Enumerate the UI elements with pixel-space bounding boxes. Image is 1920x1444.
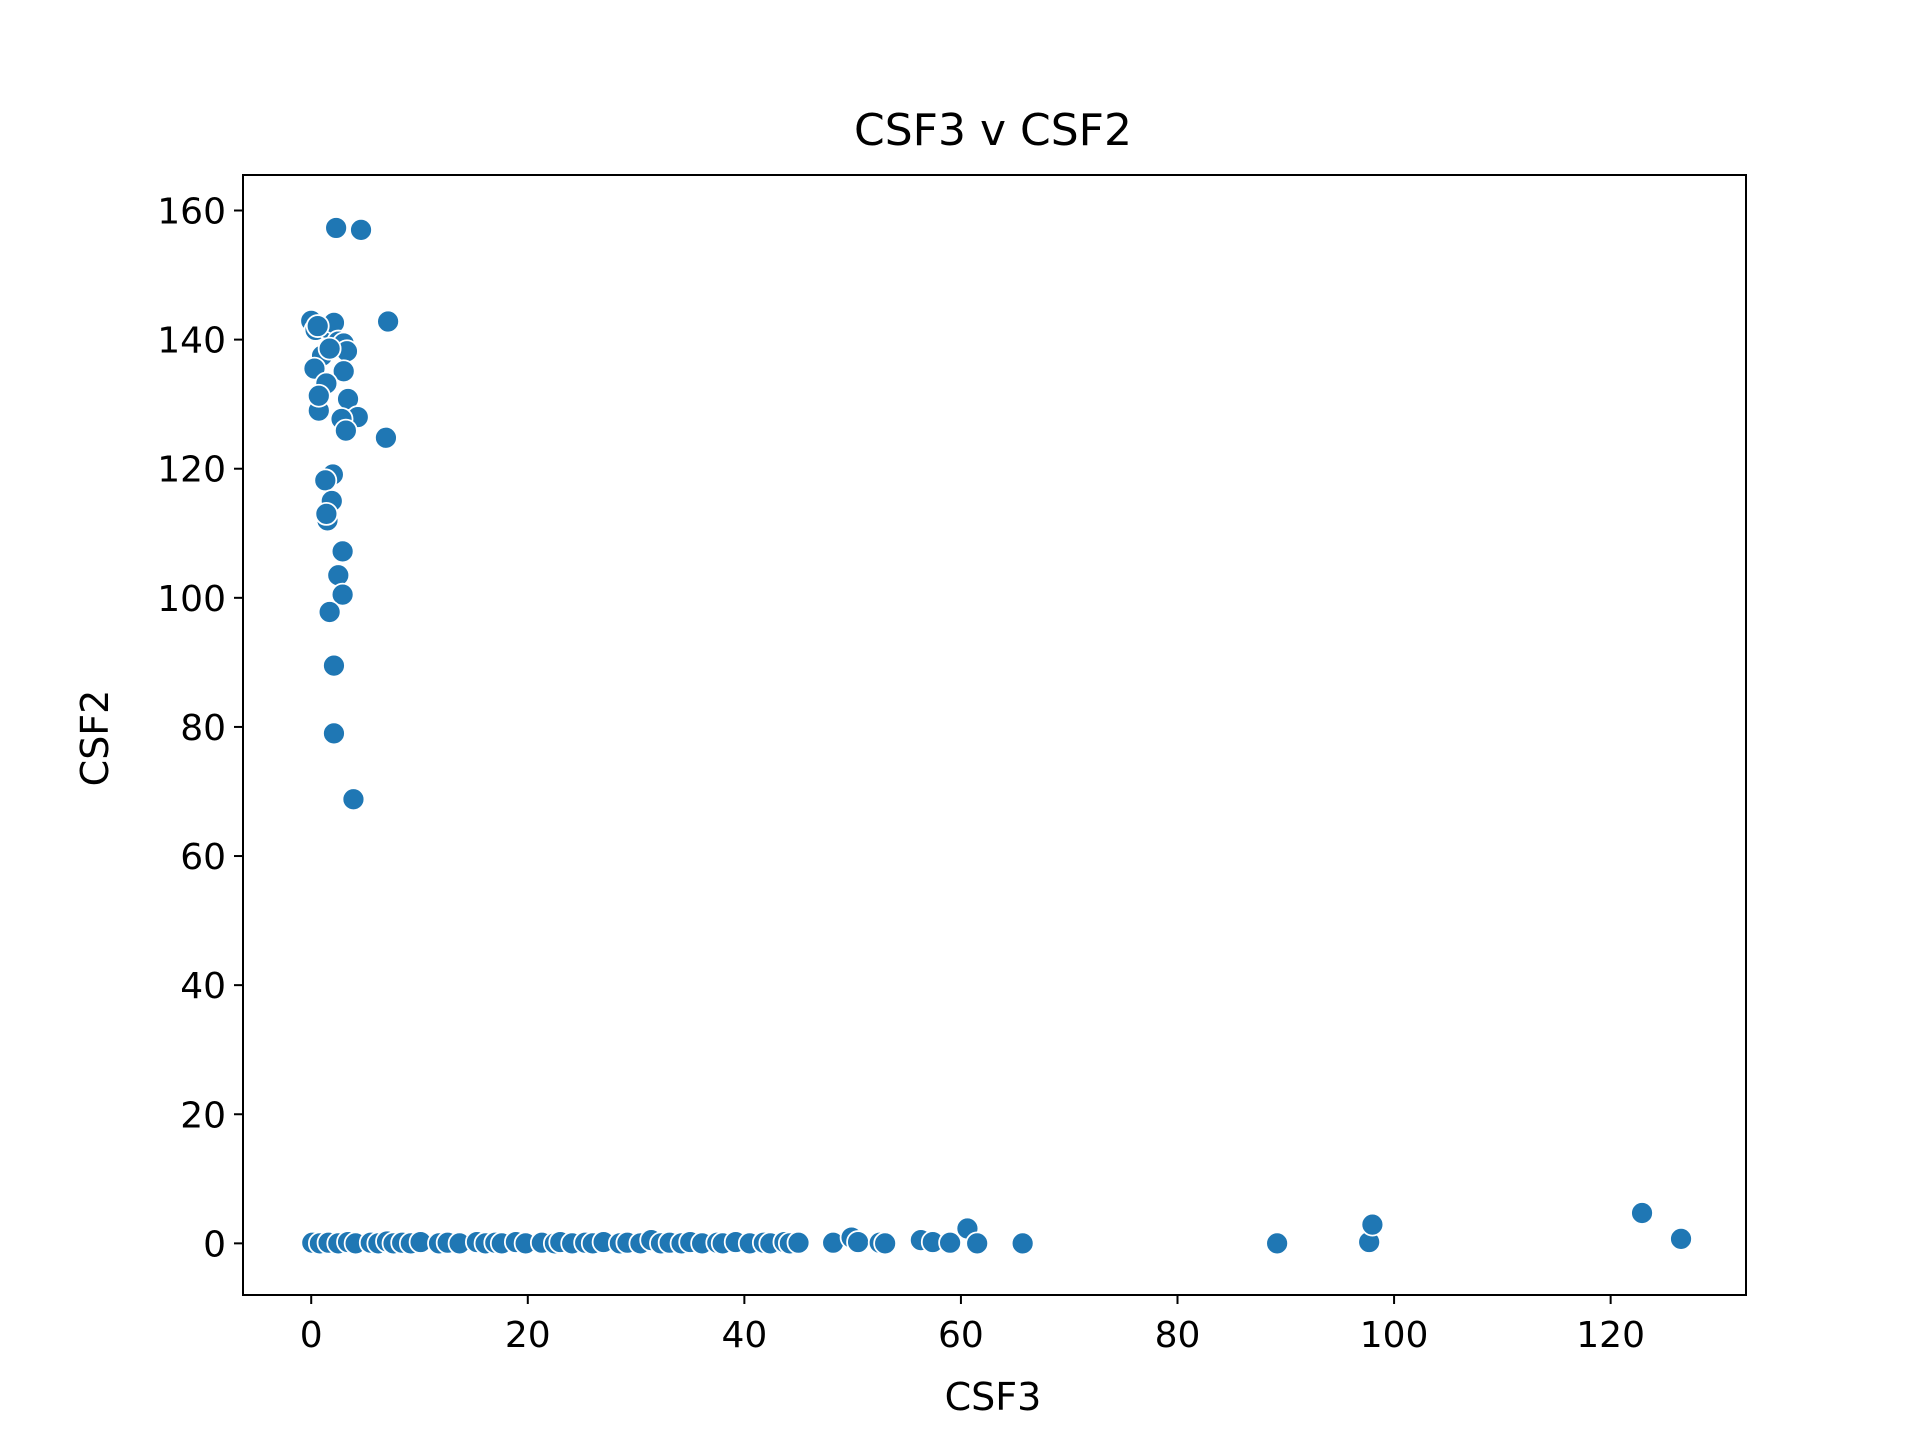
y-tick-label: 100	[157, 579, 226, 620]
data-point	[1630, 1201, 1654, 1225]
data-point	[333, 418, 358, 443]
data-points	[299, 216, 1693, 1256]
data-point	[1265, 1231, 1290, 1256]
data-point	[846, 1230, 870, 1254]
data-point	[376, 309, 401, 334]
data-point	[1010, 1231, 1035, 1256]
plot-frame	[242, 174, 1747, 1296]
x-tick-label: 20	[505, 1315, 551, 1356]
y-tick-label: 140	[157, 321, 226, 362]
data-point	[322, 653, 346, 678]
data-point	[1360, 1212, 1385, 1237]
data-point	[965, 1231, 990, 1256]
y-tick-label: 80	[180, 708, 226, 749]
data-point	[341, 787, 366, 812]
data-point	[786, 1230, 811, 1255]
data-point	[873, 1231, 898, 1256]
x-tick-label: 60	[938, 1315, 984, 1356]
data-point	[330, 582, 355, 607]
data-point	[938, 1230, 963, 1255]
x-tick-label: 80	[1155, 1315, 1201, 1356]
data-point	[322, 721, 346, 746]
x-axis-label: CSF3	[945, 1375, 1042, 1419]
y-axis-label: CSF2	[73, 690, 117, 787]
data-point	[326, 563, 351, 588]
axis-ticks: 0 20 40 60 80 100 120 0 20 40 60 80 100 120 140 160	[157, 192, 1645, 1356]
data-point	[313, 468, 338, 493]
data-point	[317, 336, 342, 361]
data-point	[306, 383, 331, 408]
y-tick-label: 40	[180, 966, 226, 1007]
data-point	[314, 502, 339, 526]
x-tick-label: 100	[1360, 1315, 1429, 1356]
data-point	[305, 314, 330, 338]
y-tick-label: 20	[180, 1095, 226, 1136]
data-point	[1669, 1226, 1693, 1251]
x-tick-label: 120	[1576, 1315, 1645, 1356]
y-tick-label: 60	[180, 837, 226, 878]
y-tick-label: 0	[203, 1224, 226, 1265]
data-point	[317, 600, 342, 624]
data-point	[374, 425, 398, 450]
data-point	[349, 217, 373, 242]
x-tick-label: 0	[300, 1315, 323, 1356]
y-tick-label: 160	[157, 192, 226, 233]
data-point	[330, 539, 355, 564]
x-tick-label: 40	[721, 1315, 767, 1356]
y-tick-label: 120	[157, 450, 226, 491]
chart-title: CSF3 v CSF2	[854, 105, 1132, 156]
data-point	[324, 216, 349, 240]
data-point	[331, 359, 356, 384]
